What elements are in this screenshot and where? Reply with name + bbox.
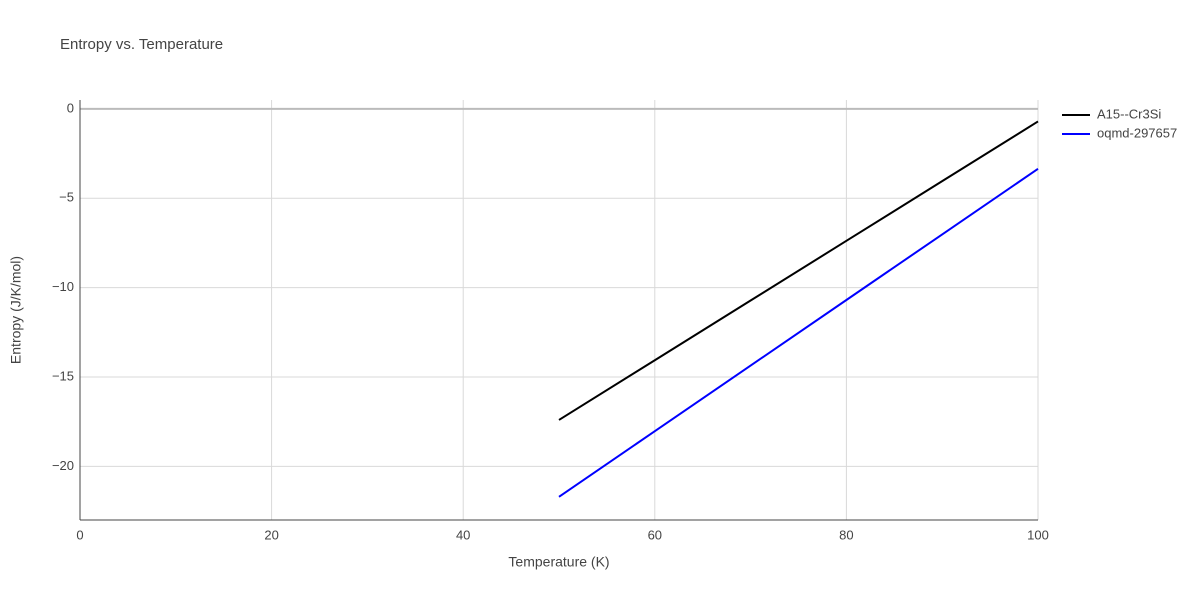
- y-tick-label: −20: [52, 458, 74, 473]
- series-line: [558, 120, 1039, 421]
- x-tick-label: 40: [456, 527, 470, 542]
- legend-label: A15--Cr3Si: [1097, 106, 1161, 121]
- y-axis-title: Entropy (J/K/mol): [8, 256, 24, 364]
- y-tick-label: 0: [67, 100, 74, 115]
- x-tick-label: 60: [648, 527, 662, 542]
- x-axis-title: Temperature (K): [508, 554, 609, 570]
- x-tick-label: 100: [1027, 527, 1049, 542]
- chart-title: Entropy vs. Temperature: [60, 36, 223, 53]
- y-tick-label: −15: [52, 368, 74, 383]
- x-tick-label: 80: [839, 527, 853, 542]
- x-tick-label: 20: [264, 527, 278, 542]
- y-tick-label: −10: [52, 279, 74, 294]
- y-tick-label: −5: [59, 190, 74, 205]
- legend-label: oqmd-297657: [1097, 125, 1177, 140]
- x-tick-label: 0: [76, 527, 83, 542]
- series-line: [558, 167, 1039, 498]
